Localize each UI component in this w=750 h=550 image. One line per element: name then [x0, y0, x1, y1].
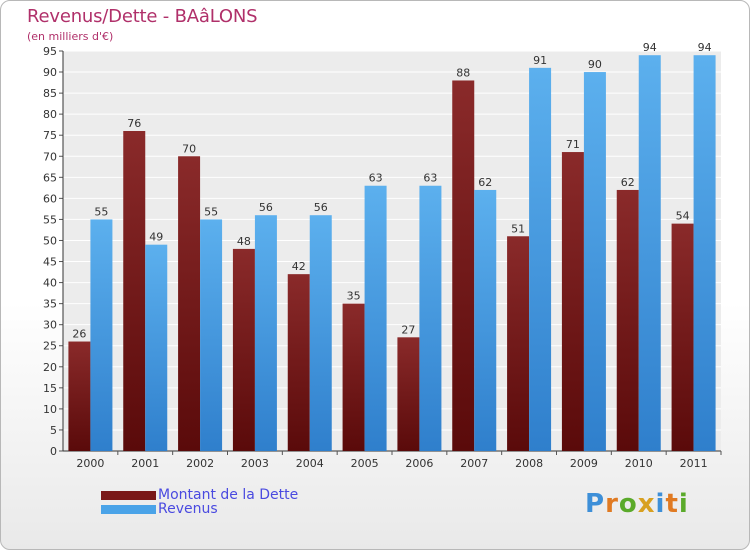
- x-tick-label: 2006: [405, 457, 433, 470]
- x-tick-label: 2002: [186, 457, 214, 470]
- bar-dette: [178, 156, 201, 451]
- data-label-revenus: 55: [204, 205, 218, 218]
- legend-label-dette: Montant de la Dette: [158, 487, 299, 503]
- logo-letter: P: [585, 489, 606, 519]
- y-tick-label: 45: [43, 256, 57, 269]
- bar-revenus: [529, 67, 552, 451]
- y-tick-label: 90: [43, 66, 57, 79]
- data-label-dette: 70: [182, 142, 196, 155]
- logo-letter: o: [618, 489, 638, 519]
- y-tick-label: 40: [43, 277, 57, 290]
- data-label-dette: 54: [676, 210, 690, 223]
- bar-dette: [232, 248, 255, 451]
- bar-revenus: [145, 244, 168, 451]
- x-tick-label: 2007: [460, 457, 488, 470]
- y-tick-label: 25: [43, 340, 57, 353]
- x-tick-label: 2011: [680, 457, 708, 470]
- logo-letter: i: [678, 489, 689, 519]
- y-tick-label: 85: [43, 87, 57, 100]
- y-tick-label: 55: [43, 213, 57, 226]
- bar-revenus: [693, 55, 716, 452]
- data-label-revenus: 56: [259, 201, 273, 214]
- data-label-revenus: 90: [588, 58, 602, 71]
- bar-revenus: [90, 219, 113, 451]
- y-tick-label: 65: [43, 171, 57, 184]
- y-tick-label: 75: [43, 129, 57, 142]
- data-label-revenus: 63: [423, 172, 437, 185]
- plot-area: [63, 51, 721, 451]
- chart-title: Revenus/Dette - BAâLONS: [27, 6, 258, 27]
- y-tick-label: 35: [43, 298, 57, 311]
- data-label-revenus: 56: [314, 201, 328, 214]
- bar-revenus: [200, 219, 223, 451]
- y-tick-label: 80: [43, 108, 57, 121]
- bar-dette: [561, 152, 584, 452]
- bar-dette: [397, 337, 420, 451]
- data-label-revenus: 91: [533, 54, 547, 67]
- bar-dette: [68, 341, 91, 451]
- data-label-dette: 76: [127, 117, 141, 130]
- x-tick-label: 2005: [351, 457, 379, 470]
- bar-revenus: [419, 185, 442, 451]
- data-label-dette: 26: [72, 328, 86, 341]
- y-tick-label: 95: [43, 45, 57, 58]
- legend-swatch-dette: [101, 490, 156, 500]
- bar-dette: [123, 131, 146, 451]
- y-tick-label: 50: [43, 234, 57, 247]
- bar-revenus: [364, 185, 387, 451]
- y-tick-label: 10: [43, 403, 57, 416]
- data-label-dette: 35: [347, 290, 361, 303]
- bar-dette: [452, 80, 475, 451]
- bar-revenus: [638, 55, 661, 452]
- y-tick-label: 30: [43, 319, 57, 332]
- bar-dette: [342, 303, 365, 451]
- logo-letter: r: [605, 489, 619, 519]
- data-label-dette: 51: [511, 222, 525, 235]
- x-tick-label: 2009: [570, 457, 598, 470]
- data-label-revenus: 62: [478, 176, 492, 189]
- x-tick-label: 2004: [296, 457, 324, 470]
- legend-swatch-revenus: [101, 504, 156, 514]
- x-tick-label: 2010: [625, 457, 653, 470]
- y-tick-label: 15: [43, 382, 57, 395]
- legend-item-dette: Montant de la Dette: [101, 487, 298, 503]
- bar-dette: [671, 223, 694, 451]
- data-label-revenus: 55: [94, 205, 108, 218]
- data-label-dette: 42: [292, 260, 306, 273]
- bar-revenus: [309, 215, 332, 451]
- bar-revenus: [583, 72, 606, 451]
- x-tick-label: 2008: [515, 457, 543, 470]
- bar-dette: [616, 189, 639, 451]
- y-tick-label: 70: [43, 150, 57, 163]
- legend-item-revenus: Revenus: [101, 501, 218, 517]
- y-tick-label: 0: [50, 445, 57, 458]
- x-tick-label: 2003: [241, 457, 269, 470]
- data-label-dette: 48: [237, 235, 251, 248]
- data-label-revenus: 49: [149, 231, 163, 244]
- data-label-revenus: 63: [369, 172, 383, 185]
- bar-dette: [507, 236, 530, 451]
- data-label-revenus: 94: [698, 41, 712, 54]
- bar-dette: [287, 274, 310, 451]
- bar-revenus: [254, 215, 277, 451]
- bar-revenus: [474, 189, 497, 451]
- data-label-dette: 62: [621, 176, 635, 189]
- data-label-revenus: 94: [643, 41, 657, 54]
- logo-letter: x: [637, 489, 656, 519]
- y-tick-label: 20: [43, 361, 57, 374]
- y-tick-label: 60: [43, 192, 57, 205]
- logo-letter: i: [655, 489, 666, 519]
- y-tick-label: 5: [50, 424, 57, 437]
- data-label-dette: 88: [456, 66, 470, 79]
- x-tick-label: 2001: [131, 457, 159, 470]
- proxiti-logo: Proxiti: [585, 489, 689, 519]
- legend-label-revenus: Revenus: [158, 501, 218, 517]
- logo-letter: t: [665, 489, 679, 519]
- x-tick-label: 2000: [76, 457, 104, 470]
- data-label-dette: 71: [566, 138, 580, 151]
- chart-subtitle: (en milliers d'€): [27, 30, 114, 43]
- data-label-dette: 27: [401, 323, 415, 336]
